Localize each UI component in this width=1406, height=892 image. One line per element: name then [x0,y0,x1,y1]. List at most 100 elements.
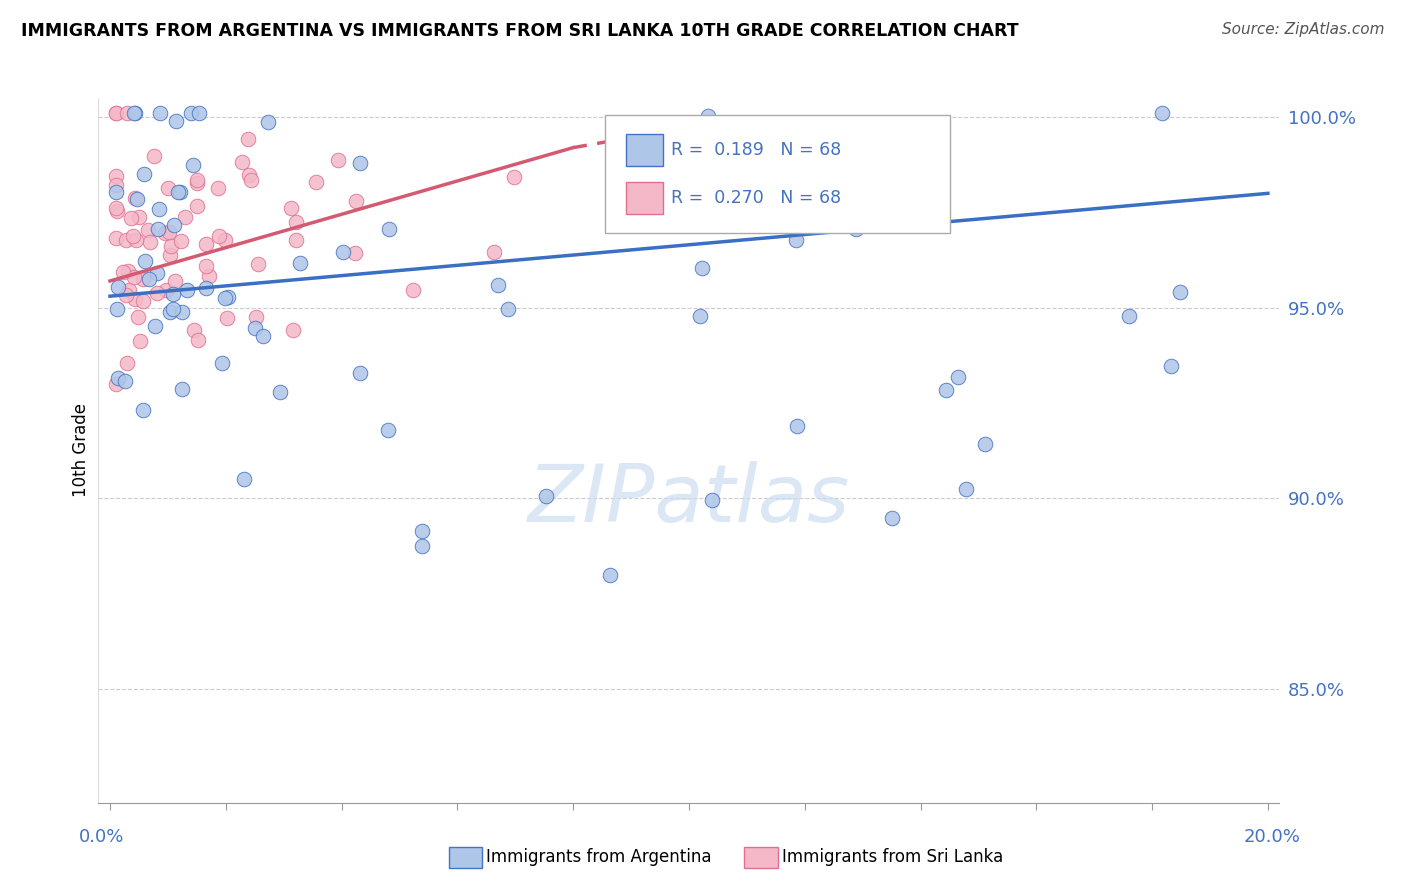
Point [159,239,181,253]
Point [104,201,127,215]
Point [955,483,977,497]
Point [104,376,127,391]
Point [148,202,170,216]
Point [128,334,150,349]
Point [208,228,231,243]
Point [159,248,181,262]
Text: ZIPatlas: ZIPatlas [527,461,851,539]
Point [198,269,221,284]
Point [786,419,808,434]
Point [104,106,127,120]
Point [215,311,238,326]
Point [411,539,433,553]
Point [132,167,155,181]
Point [252,329,274,343]
Point [377,423,399,437]
Point [131,272,153,286]
Point [149,106,172,120]
Point [148,221,170,235]
Point [162,287,184,301]
Point [344,246,367,260]
Point [496,302,519,317]
Point [218,290,240,304]
Point [285,233,308,247]
Y-axis label: 10th Grade: 10th Grade [72,403,90,498]
Point [599,568,621,582]
Point [172,305,194,319]
Point [163,275,186,289]
Point [125,233,148,247]
Point [924,165,946,179]
Point [186,173,208,187]
Point [1118,309,1140,323]
Point [115,233,138,247]
Point [700,492,723,507]
Point [169,186,191,200]
Point [349,366,371,380]
Point [503,170,526,185]
Point [1152,106,1174,120]
Text: Immigrants from Sri Lanka: Immigrants from Sri Lanka [782,848,1002,866]
Point [697,109,720,123]
Point [946,370,969,384]
Point [145,318,167,333]
Point [281,323,304,337]
Point [117,264,139,278]
Point [157,181,180,195]
Point [124,270,146,285]
Point [104,178,127,193]
Point [136,223,159,237]
Point [482,245,505,260]
Point [118,283,141,297]
Point [170,234,193,248]
Point [138,272,160,286]
Point [194,259,217,273]
Point [1168,285,1191,299]
Point [162,301,184,316]
Point [105,203,128,218]
Point [115,288,138,302]
Point [194,281,217,295]
Point [349,156,371,170]
Point [534,489,557,503]
Point [124,106,146,120]
Point [378,221,401,235]
Point [114,374,136,388]
Point [246,257,269,271]
Point [243,320,266,334]
Point [127,310,149,324]
Point [124,292,146,306]
Point [288,256,311,270]
Point [117,106,139,120]
Point [146,266,169,280]
Point [104,169,127,183]
Point [305,175,328,189]
Text: 0.0%: 0.0% [79,828,124,846]
Point [134,253,156,268]
Text: R =  0.270   N = 68: R = 0.270 N = 68 [671,189,841,207]
Point [163,218,186,232]
Point [328,153,350,167]
Point [121,229,143,244]
Point [269,384,291,399]
Point [233,472,256,486]
Point [689,309,711,323]
Point [845,222,868,236]
Point [155,226,177,240]
Point [104,106,127,120]
Point [332,244,354,259]
Point [176,284,198,298]
Point [194,237,217,252]
Point [285,215,308,229]
Text: IMMIGRANTS FROM ARGENTINA VS IMMIGRANTS FROM SRI LANKA 10TH GRADE CORRELATION CH: IMMIGRANTS FROM ARGENTINA VS IMMIGRANTS … [21,22,1019,40]
Point [186,176,208,190]
Point [211,356,233,370]
Text: R =  0.189   N = 68: R = 0.189 N = 68 [671,141,841,159]
Text: Source: ZipAtlas.com: Source: ZipAtlas.com [1222,22,1385,37]
Point [1160,359,1182,373]
Point [124,191,146,205]
Point [402,283,425,297]
Point [122,106,145,120]
Point [131,293,153,308]
Point [280,201,302,215]
